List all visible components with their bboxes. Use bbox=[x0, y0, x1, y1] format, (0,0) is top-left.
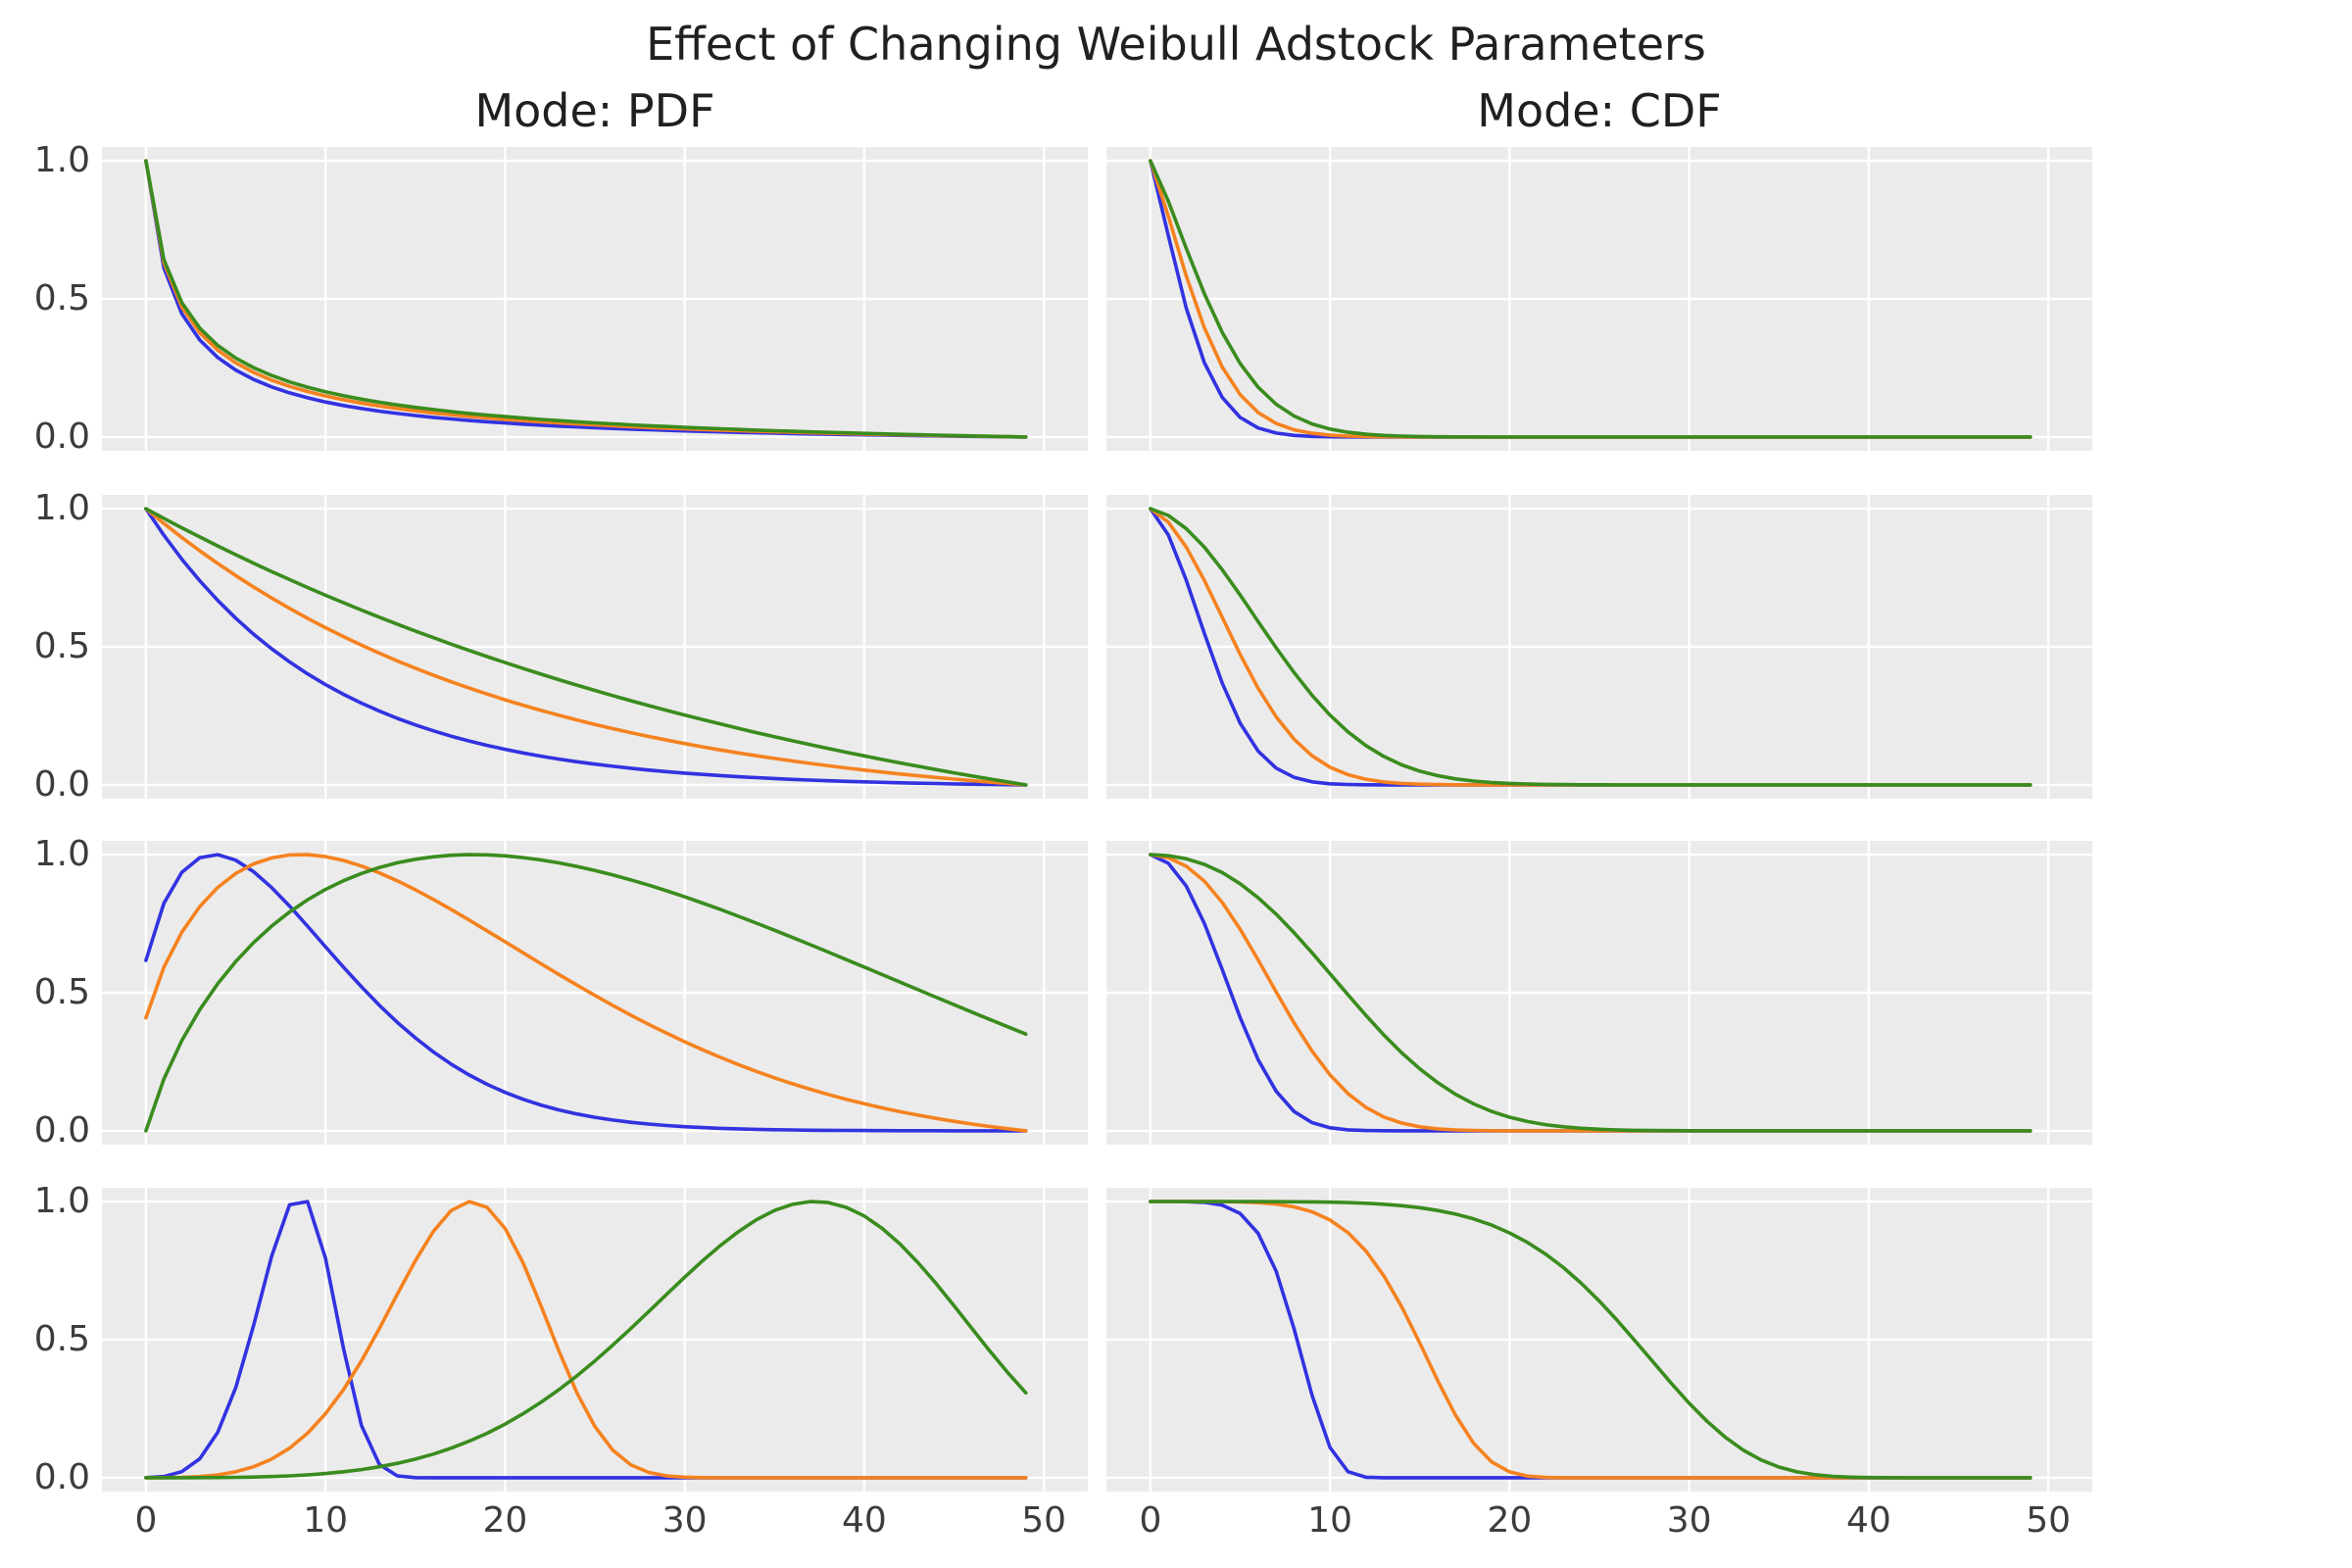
subplot-cdf-shape-1 bbox=[1106, 495, 2092, 799]
x-tick-label: 10 bbox=[1307, 1500, 1353, 1541]
y-tick-label: 0.5 bbox=[33, 972, 90, 1012]
x-tick-label: 30 bbox=[1666, 1500, 1712, 1541]
subplot-pdf-shape-1.5 bbox=[102, 841, 1088, 1145]
y-tick-label: 0.0 bbox=[33, 416, 90, 457]
subplot-cdf-shape-0.5 bbox=[1106, 147, 2092, 451]
curve-cdf-shape-1-scale=40 bbox=[1149, 507, 2033, 787]
subplot-cdf-shape-5 bbox=[1106, 1188, 2092, 1492]
x-tick-label: 10 bbox=[303, 1500, 349, 1541]
curve-pdf-shape-1.5-scale=40 bbox=[144, 853, 1028, 1133]
subplot-pdf-shape-1 bbox=[102, 495, 1088, 799]
curve-pdf-shape-1-scale=10 bbox=[144, 507, 1028, 787]
y-tick-label: 1.0 bbox=[33, 488, 90, 529]
curve-pdf-shape-1-scale=20 bbox=[144, 507, 1028, 787]
x-tick-label: 30 bbox=[662, 1500, 708, 1541]
x-tick-label: 20 bbox=[1487, 1500, 1533, 1541]
x-tick-label: 0 bbox=[1139, 1500, 1162, 1541]
x-tick-label: 0 bbox=[134, 1500, 158, 1541]
curve-pdf-shape-0.5-scale=40 bbox=[144, 159, 1028, 439]
curve-pdf-shape-1-scale=40 bbox=[144, 507, 1028, 787]
y-tick-label: 0.0 bbox=[33, 763, 90, 805]
y-tick-label: 1.0 bbox=[33, 834, 90, 875]
figure-title: Effect of Changing Weibull Adstock Param… bbox=[646, 18, 1706, 71]
subplot-pdf-shape-0.5 bbox=[102, 147, 1088, 451]
y-tick-label: 0.0 bbox=[33, 1109, 90, 1151]
curve-cdf-shape-1.5-scale=40 bbox=[1149, 853, 2033, 1133]
x-tick-label: 40 bbox=[1845, 1500, 1891, 1541]
x-tick-label: 50 bbox=[2026, 1500, 2071, 1541]
x-tick-label: 40 bbox=[841, 1500, 887, 1541]
y-tick-label: 0.5 bbox=[33, 1319, 90, 1359]
y-tick-label: 0.5 bbox=[33, 278, 90, 318]
y-tick-label: 0.5 bbox=[33, 626, 90, 666]
y-tick-label: 1.0 bbox=[33, 140, 90, 181]
curve-pdf-shape-5-scale=40 bbox=[144, 1200, 1028, 1480]
curve-pdf-shape-1.5-scale=20 bbox=[144, 853, 1028, 1133]
y-tick-label: 0.0 bbox=[33, 1456, 90, 1497]
subplot-cdf-shape-1.5 bbox=[1106, 841, 2092, 1145]
x-tick-label: 50 bbox=[1021, 1500, 1066, 1541]
curve-cdf-shape-0.5-scale=40 bbox=[1149, 159, 2033, 439]
y-tick-label: 1.0 bbox=[33, 1181, 90, 1222]
x-tick-label: 20 bbox=[482, 1500, 528, 1541]
subplot-title-pdf: Mode: PDF bbox=[474, 84, 715, 137]
subplot-pdf-shape-5 bbox=[102, 1188, 1088, 1492]
curve-cdf-shape-5-scale=40 bbox=[1149, 1200, 2033, 1480]
subplot-title-cdf: Mode: CDF bbox=[1477, 84, 1722, 137]
curve-pdf-shape-5-scale=20 bbox=[144, 1200, 1028, 1480]
